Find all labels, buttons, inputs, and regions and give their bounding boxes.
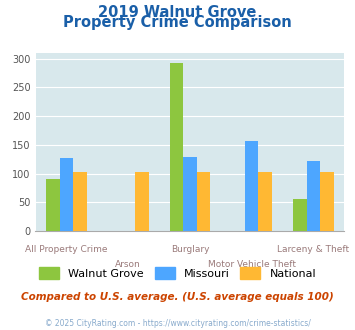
Text: Burglary: Burglary xyxy=(171,245,209,254)
Bar xyxy=(60,158,73,231)
Bar xyxy=(197,172,210,231)
Bar xyxy=(183,157,197,231)
Bar xyxy=(307,161,320,231)
Legend: Walnut Grove, Missouri, National: Walnut Grove, Missouri, National xyxy=(34,263,321,283)
Bar xyxy=(46,179,60,231)
Bar xyxy=(73,172,87,231)
Text: Compared to U.S. average. (U.S. average equals 100): Compared to U.S. average. (U.S. average … xyxy=(21,292,334,302)
Text: Larceny & Theft: Larceny & Theft xyxy=(277,245,350,254)
Text: Arson: Arson xyxy=(115,259,141,269)
Bar xyxy=(320,172,334,231)
Bar xyxy=(258,172,272,231)
Text: Property Crime Comparison: Property Crime Comparison xyxy=(63,15,292,30)
Text: All Property Crime: All Property Crime xyxy=(25,245,108,254)
Bar xyxy=(170,63,183,231)
Text: 2019 Walnut Grove: 2019 Walnut Grove xyxy=(98,5,257,20)
Bar xyxy=(245,141,258,231)
Bar xyxy=(135,172,148,231)
Bar xyxy=(293,199,307,231)
Text: Motor Vehicle Theft: Motor Vehicle Theft xyxy=(208,259,296,269)
Text: © 2025 CityRating.com - https://www.cityrating.com/crime-statistics/: © 2025 CityRating.com - https://www.city… xyxy=(45,319,310,328)
